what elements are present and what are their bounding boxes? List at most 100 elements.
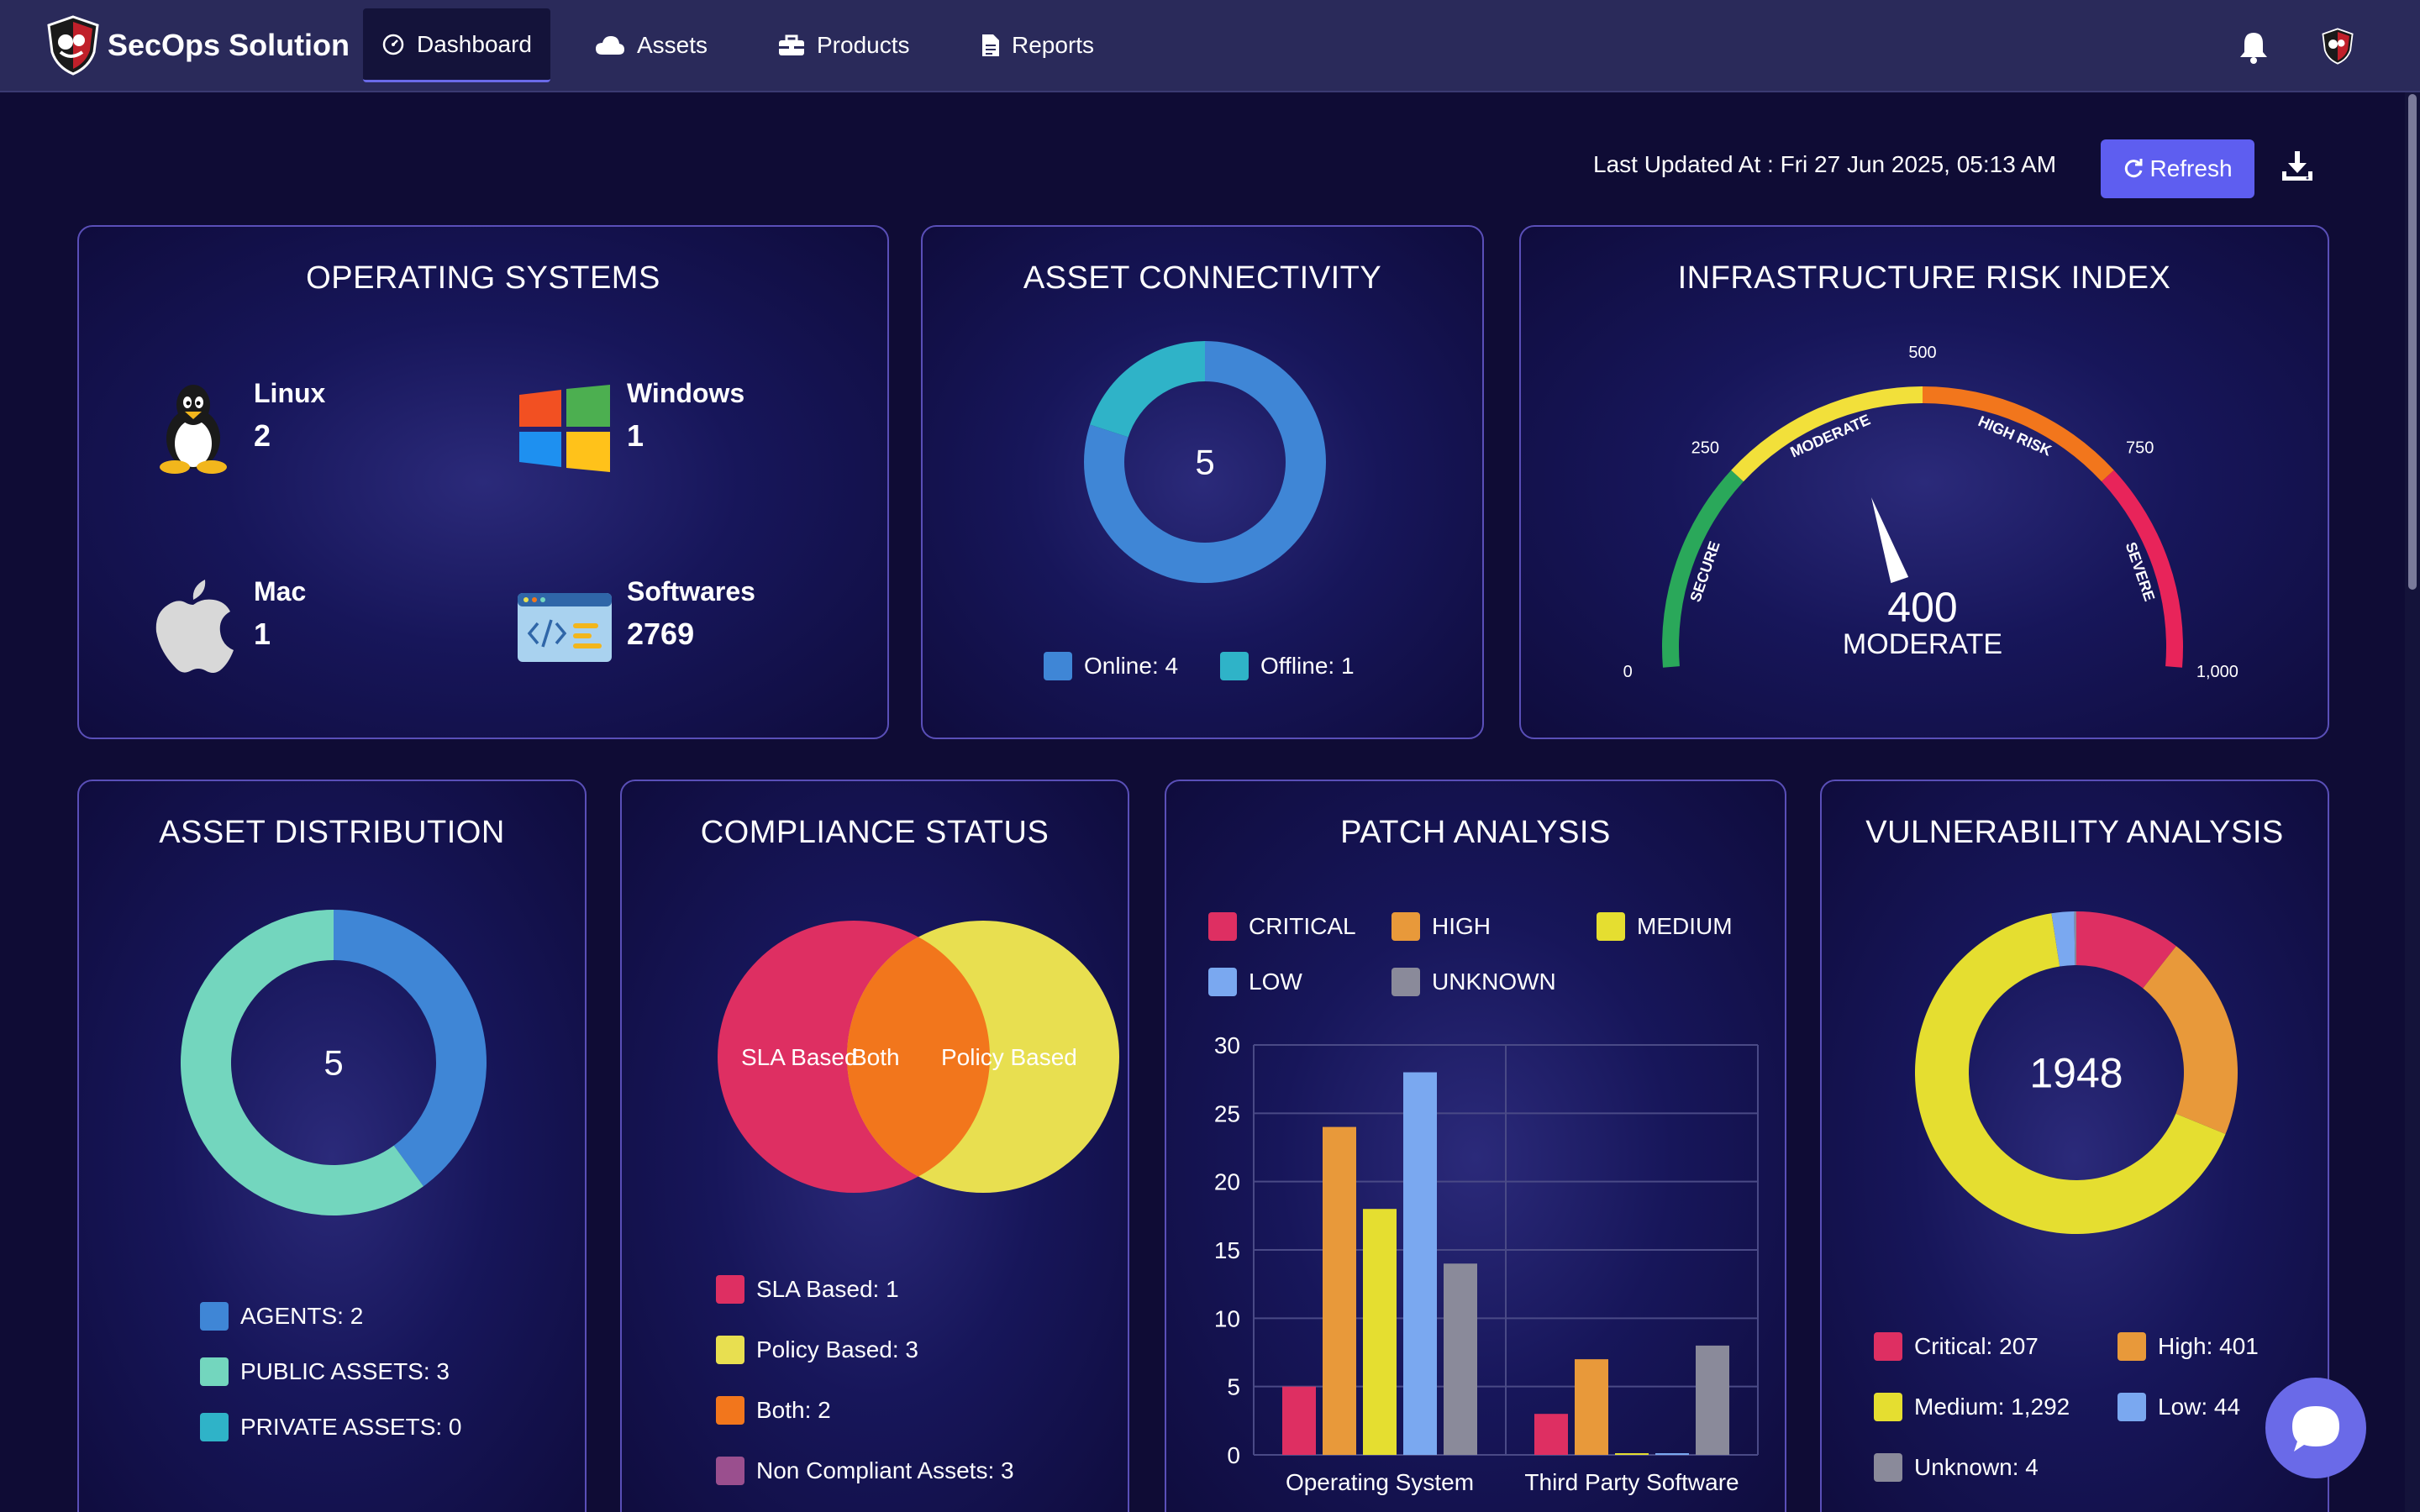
risk-index-title: INFRASTRUCTURE RISK INDEX (1677, 260, 2171, 296)
nav-reports[interactable]: Reports (963, 8, 1113, 82)
legend-both: Both: 2 (716, 1396, 831, 1425)
bar-critical-1[interactable] (1534, 1414, 1568, 1455)
venn-both-label: Both (851, 1044, 900, 1070)
nav-products-label: Products (817, 32, 910, 58)
toolbox-icon (779, 34, 804, 55)
bar-medium-1[interactable] (1615, 1453, 1649, 1455)
compliance-venn-diagram: SLA Based Both Policy Based (718, 921, 1119, 1193)
legend-private-assets-label: PRIVATE ASSETS: 0 (240, 1414, 462, 1440)
legend-vuln-medium-label: Medium: 1,292 (1914, 1394, 2070, 1420)
vuln-medium-swatch (1874, 1393, 1902, 1421)
unknown-swatch (1392, 968, 1420, 996)
legend-offline: Offline: 1 (1220, 652, 1355, 680)
apple-icon (155, 580, 234, 673)
slice-offline[interactable] (1090, 341, 1205, 438)
compliance-status-card: COMPLIANCE STATUS SLA Based Both Policy … (620, 780, 1129, 1512)
connectivity-donut-chart: 5 (1084, 341, 1326, 583)
refresh-label: Refresh (2149, 155, 2233, 181)
legend-non-compliant: Non Compliant Assets: 3 (716, 1457, 1014, 1485)
legend-vuln-critical-label: Critical: 207 (1914, 1333, 2039, 1359)
gauge-tick-label: 500 (1908, 344, 1936, 362)
legend-online-label: Online: 4 (1084, 653, 1179, 679)
public-assets-swatch (200, 1357, 229, 1386)
legend-policy-label: Policy Based: 3 (756, 1336, 918, 1362)
bar-low-0[interactable] (1403, 1072, 1437, 1455)
slice-agents[interactable] (334, 910, 487, 1187)
slice-medium[interactable] (1915, 913, 2226, 1234)
legend-unknown-label: UNKNOWN (1432, 969, 1556, 995)
donut-total: 5 (324, 1043, 343, 1083)
bar-high-0[interactable] (1323, 1126, 1356, 1455)
risk-index-card: INFRASTRUCTURE RISK INDEX SECURE MODERATE… (1519, 225, 2329, 739)
slice-critical[interactable] (2076, 911, 2176, 989)
distribution-donut-chart: 5 (181, 910, 487, 1215)
linux-icon (160, 385, 227, 474)
donut-total: 1948 (2029, 1050, 2123, 1097)
legend-unknown: UNKNOWN (1392, 968, 1556, 996)
y-tick-label: 20 (1214, 1169, 1240, 1195)
legend-vuln-low: Low: 44 (2118, 1393, 2240, 1421)
legend-private-assets: PRIVATE ASSETS: 0 (200, 1413, 462, 1441)
asset-connectivity-card: ASSET CONNECTIVITY 5 Online: 4 Offline: … (921, 225, 1484, 739)
bar-unknown-0[interactable] (1444, 1263, 1477, 1455)
gauge-band-secure (1662, 470, 1744, 668)
brand[interactable]: SecOps Solution (45, 15, 350, 76)
gauge-tick-label: 250 (1691, 438, 1719, 457)
gauge-needle (1871, 497, 1909, 584)
gauge-band-severe (2102, 470, 2183, 668)
vuln-low-swatch (2118, 1393, 2146, 1421)
patch-analysis-title: PATCH ANALYSIS (1340, 815, 1611, 850)
bell-icon[interactable] (2238, 30, 2269, 64)
legend-sla-based: SLA Based: 1 (716, 1275, 899, 1304)
low-swatch (1208, 968, 1237, 996)
scrollbar-thumb[interactable] (2408, 94, 2417, 590)
refresh-button[interactable]: Refresh (2101, 139, 2254, 198)
venn-both-region (847, 921, 990, 1193)
venn-policy-label: Policy Based (941, 1044, 1077, 1070)
legend-vuln-high: High: 401 (2118, 1332, 2259, 1361)
bar-low-1[interactable] (1655, 1453, 1689, 1455)
online-swatch (1044, 652, 1072, 680)
both-swatch (716, 1396, 744, 1425)
bar-unknown-1[interactable] (1696, 1345, 1729, 1455)
critical-swatch (1208, 912, 1237, 941)
code-window-icon (518, 593, 612, 662)
refresh-icon (2125, 159, 2143, 178)
legend-both-label: Both: 2 (756, 1397, 831, 1423)
download-icon[interactable] (2281, 150, 2314, 183)
bar-medium-0[interactable] (1363, 1209, 1397, 1455)
legend-high: HIGH (1392, 912, 1491, 941)
chat-icon (2292, 1406, 2339, 1452)
medium-swatch (1597, 912, 1625, 941)
legend-online: Online: 4 (1044, 652, 1178, 680)
policy-swatch (716, 1336, 744, 1364)
chat-button[interactable] (2265, 1378, 2366, 1478)
bar-high-1[interactable] (1575, 1359, 1608, 1455)
slice-high[interactable] (2143, 946, 2238, 1135)
compliance-status-title: COMPLIANCE STATUS (700, 815, 1050, 850)
asset-distribution-title: ASSET DISTRIBUTION (159, 815, 505, 850)
slice-public-assets[interactable] (181, 910, 424, 1215)
legend-vuln-critical: Critical: 207 (1874, 1332, 2039, 1361)
slice-online[interactable] (1084, 341, 1326, 583)
nav-assets[interactable]: Assets (576, 8, 726, 82)
gauge-level: MODERATE (1843, 628, 2002, 660)
nav-dashboard[interactable]: Dashboard (363, 8, 550, 82)
nav-reports-label: Reports (1012, 32, 1095, 58)
nav-products[interactable]: Products (760, 8, 929, 82)
bar-critical-0[interactable] (1282, 1386, 1316, 1455)
vulnerability-analysis-title: VULNERABILITY ANALYSIS (1865, 815, 2284, 850)
non-compliant-swatch (716, 1457, 744, 1485)
nav-assets-label: Assets (637, 32, 708, 58)
avatar[interactable] (2321, 27, 2354, 66)
slice-low[interactable] (2051, 911, 2075, 967)
y-tick-label: 25 (1214, 1100, 1240, 1126)
patch-analysis-card: PATCH ANALYSIS CRITICAL HIGH MEDIUM LOW … (1165, 780, 1786, 1512)
legend-sla-label: SLA Based: 1 (756, 1276, 899, 1302)
last-updated-text: Last Updated At : Fri 27 Jun 2025, 05:13… (1593, 151, 2057, 177)
gauge-icon (382, 34, 404, 55)
gauge-tick-label: 0 (1623, 663, 1633, 681)
brand-name: SecOps Solution (108, 28, 350, 62)
legend-public-assets: PUBLIC ASSETS: 3 (200, 1357, 450, 1386)
